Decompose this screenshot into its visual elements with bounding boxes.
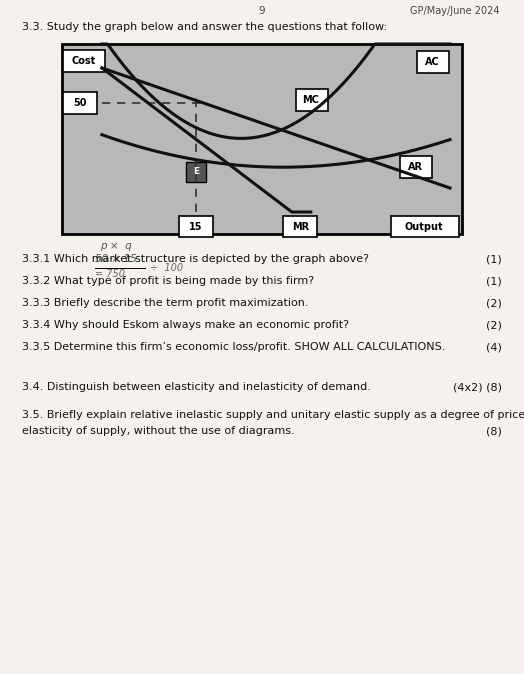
FancyBboxPatch shape (400, 156, 432, 178)
Text: p ×  q: p × q (100, 241, 132, 251)
Text: ÷  100: ÷ 100 (150, 263, 183, 273)
Text: 9: 9 (259, 6, 265, 16)
Text: 3.3.1 Which market structure is depicted by the graph above?: 3.3.1 Which market structure is depicted… (22, 254, 369, 264)
Text: 50 × 15: 50 × 15 (95, 254, 137, 264)
Text: MR: MR (292, 222, 309, 232)
Text: MC: MC (302, 95, 319, 105)
Text: (2): (2) (486, 320, 502, 330)
Text: (8): (8) (486, 426, 502, 436)
Text: 50: 50 (73, 98, 87, 109)
Text: (4x2) (8): (4x2) (8) (453, 382, 502, 392)
Text: 3.4. Distinguish between elasticity and inelasticity of demand.: 3.4. Distinguish between elasticity and … (22, 382, 371, 392)
Text: AC: AC (424, 57, 440, 67)
FancyBboxPatch shape (417, 51, 449, 73)
FancyBboxPatch shape (179, 216, 213, 237)
FancyBboxPatch shape (186, 162, 206, 182)
Text: 3.3.2 What type of profit is being made by this firm?: 3.3.2 What type of profit is being made … (22, 276, 314, 286)
Text: 3.3.4 Why should Eskom always make an economic profit?: 3.3.4 Why should Eskom always make an ec… (22, 320, 349, 330)
FancyBboxPatch shape (63, 92, 97, 114)
Text: E: E (193, 168, 199, 177)
Text: AR: AR (408, 162, 423, 172)
Text: = 750: = 750 (95, 269, 125, 279)
Text: (4): (4) (486, 342, 502, 352)
Text: 3.3. Study the graph below and answer the questions that follow:: 3.3. Study the graph below and answer th… (22, 22, 387, 32)
Text: 3.3.3 Briefly describe the term profit maximization.: 3.3.3 Briefly describe the term profit m… (22, 298, 309, 308)
Text: 3.5. Briefly explain relative inelastic supply and unitary elastic supply as a d: 3.5. Briefly explain relative inelastic … (22, 410, 524, 420)
Text: Cost: Cost (72, 56, 96, 66)
Text: 3.3.5 Determine this firm’s economic loss/profit. SHOW ALL CALCULATIONS.: 3.3.5 Determine this firm’s economic los… (22, 342, 445, 352)
Text: (1): (1) (486, 276, 502, 286)
Text: elasticity of supply, without the use of diagrams.: elasticity of supply, without the use of… (22, 426, 294, 436)
FancyBboxPatch shape (283, 216, 318, 237)
FancyBboxPatch shape (296, 89, 328, 111)
Text: GP/May/June 2024: GP/May/June 2024 (410, 6, 500, 16)
Text: (1): (1) (486, 254, 502, 264)
Text: (2): (2) (486, 298, 502, 308)
FancyBboxPatch shape (63, 50, 105, 72)
Text: 15: 15 (189, 222, 203, 232)
FancyBboxPatch shape (62, 44, 462, 234)
Text: Output: Output (405, 222, 443, 232)
FancyBboxPatch shape (391, 216, 459, 237)
